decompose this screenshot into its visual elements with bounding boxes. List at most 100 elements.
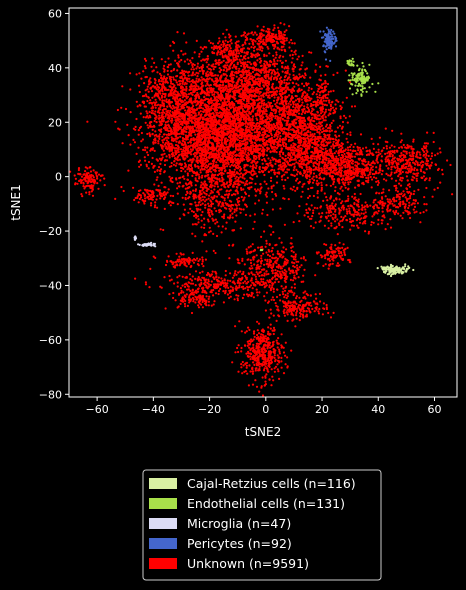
data-point: [275, 53, 278, 56]
data-point: [199, 141, 202, 144]
data-point: [217, 141, 220, 144]
data-point: [214, 105, 217, 108]
data-point: [250, 110, 253, 113]
data-point: [272, 54, 275, 57]
data-point: [252, 156, 256, 159]
data-point: [237, 149, 240, 152]
data-point: [242, 116, 245, 119]
data-point: [232, 158, 235, 161]
data-point: [163, 138, 166, 141]
data-point: [200, 184, 203, 187]
data-point: [232, 152, 235, 155]
data-point: [238, 84, 242, 88]
data-point: [171, 144, 174, 147]
data-point: [277, 128, 280, 131]
data-point: [338, 124, 342, 127]
data-point: [195, 39, 198, 43]
data-point: [116, 108, 119, 112]
data-point: [234, 144, 237, 147]
data-point: [208, 102, 211, 105]
data-point: [246, 60, 249, 64]
data-point: [144, 116, 148, 119]
data-point: [220, 188, 223, 191]
data-point: [188, 77, 191, 80]
data-point: [135, 100, 138, 103]
data-point: [260, 49, 264, 52]
data-point: [224, 137, 227, 140]
data-point: [201, 89, 204, 92]
data-point: [217, 120, 220, 124]
data-point: [262, 78, 265, 82]
data-point: [239, 147, 242, 150]
data-point: [246, 70, 249, 73]
data-point: [217, 102, 221, 106]
data-point: [263, 173, 266, 177]
data-point: [192, 137, 195, 140]
data-point: [230, 154, 234, 157]
data-point: [187, 122, 190, 125]
data-point: [245, 136, 248, 139]
data-point: [278, 237, 281, 240]
data-point: [189, 129, 192, 132]
data-point: [217, 145, 221, 148]
data-point: [220, 146, 223, 149]
data-point: [154, 141, 157, 144]
data-point: [195, 141, 198, 144]
data-point: [181, 116, 184, 119]
data-point: [200, 181, 203, 184]
data-point: [167, 141, 170, 144]
data-point: [215, 95, 218, 98]
data-point: [194, 133, 197, 136]
data-point: [240, 113, 243, 116]
data-point: [195, 67, 198, 70]
data-point: [152, 141, 155, 144]
data-point: [211, 79, 214, 82]
data-point: [258, 92, 261, 95]
data-point: [244, 80, 247, 83]
data-point: [235, 132, 238, 135]
data-point: [191, 85, 194, 88]
data-point: [144, 67, 147, 70]
data-point: [216, 185, 220, 188]
data-point: [213, 93, 216, 96]
data-point: [154, 139, 157, 142]
data-point: [210, 142, 213, 145]
data-point: [186, 105, 189, 108]
data-point: [172, 139, 175, 142]
data-point: [242, 56, 246, 60]
data-point: [247, 159, 250, 163]
data-point: [229, 118, 232, 121]
data-point: [187, 152, 191, 155]
data-point: [185, 77, 188, 80]
data-point: [244, 150, 247, 153]
data-point: [244, 106, 247, 109]
data-point: [271, 105, 274, 108]
data-point: [254, 78, 257, 81]
data-point: [237, 115, 240, 118]
data-point: [183, 83, 186, 86]
data-point: [233, 97, 236, 101]
data-point: [227, 96, 230, 99]
data-point: [178, 158, 181, 161]
data-point: [195, 108, 198, 111]
data-point: [292, 67, 295, 70]
data-point: [135, 117, 138, 121]
data-point: [185, 82, 188, 85]
data-point: [304, 68, 307, 71]
data-point: [228, 158, 231, 161]
data-point: [214, 65, 217, 68]
data-point: [288, 107, 291, 111]
data-point: [212, 144, 215, 147]
data-point: [259, 183, 262, 186]
data-point: [195, 174, 198, 177]
data-point: [307, 89, 310, 92]
data-point: [173, 126, 176, 129]
data-point: [262, 131, 265, 134]
data-point: [224, 64, 227, 67]
data-point: [217, 151, 220, 154]
data-point: [205, 61, 208, 64]
data-point: [209, 162, 212, 165]
data-point: [200, 85, 203, 88]
data-point: [155, 178, 158, 181]
data-point: [192, 104, 195, 108]
